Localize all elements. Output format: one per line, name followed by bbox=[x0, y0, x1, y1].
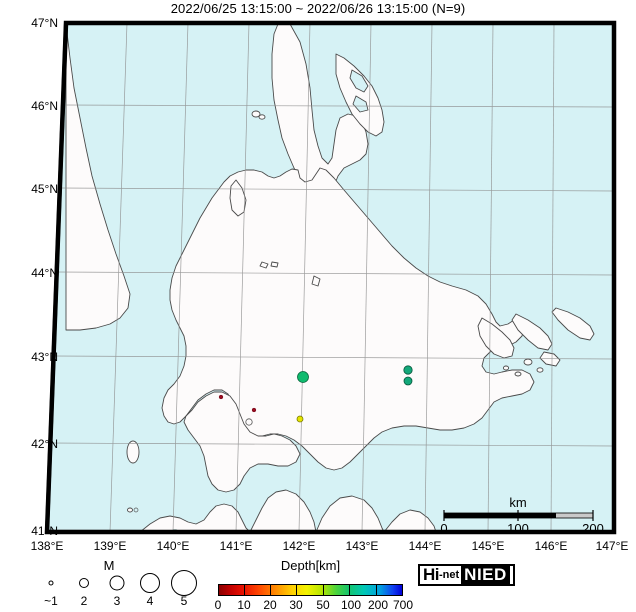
scale-bar-tick-0: 0 bbox=[440, 521, 448, 536]
map-body bbox=[47, 23, 614, 532]
map-frame-left bbox=[45, 22, 68, 533]
magnitude-label-4: 4 bbox=[146, 594, 154, 608]
epicenter-marker[interactable] bbox=[296, 415, 304, 423]
depth-tick-100 bbox=[349, 584, 350, 596]
land-okushiri-2 bbox=[126, 440, 140, 464]
depth-legend-title: Depth[km] bbox=[280, 558, 341, 573]
depth-label-100: 100 bbox=[340, 598, 362, 612]
land-oshima bbox=[183, 391, 301, 493]
lon-tick-139: 139°E bbox=[93, 539, 127, 553]
lon-tick-145: 145°E bbox=[471, 539, 505, 553]
land-sakhalin-east bbox=[335, 53, 385, 137]
land-islet-c bbox=[311, 275, 321, 287]
scale-bar-tick-200: 200 bbox=[582, 521, 604, 536]
coastlines bbox=[65, 23, 595, 532]
lon-tick-147: 147°E bbox=[595, 539, 629, 553]
land-sakhalin-west bbox=[65, 23, 131, 331]
lon-tick-144: 144°E bbox=[408, 539, 442, 553]
lon-tick-141: 141°E bbox=[219, 539, 253, 553]
lat-tick-46: 46°N bbox=[31, 99, 58, 113]
magnitude-label-1: ~1 bbox=[44, 594, 58, 608]
epicenter-marker[interactable] bbox=[218, 394, 224, 400]
magnitude-symbol-3 bbox=[109, 575, 125, 591]
lon-tick-143: 143°E bbox=[345, 539, 379, 553]
depth-label-700: 700 bbox=[392, 598, 414, 612]
longitude-axis: 138°E 139°E 140°E 141°E 142°E 143°E 144°… bbox=[0, 539, 636, 559]
magnitude-label-3: 3 bbox=[113, 594, 121, 608]
latitude-axis: 47°N 46°N 45°N 44°N 43°N 42°N 41°N bbox=[0, 16, 58, 553]
land-sakhalin bbox=[271, 23, 369, 199]
magnitude-symbol-2 bbox=[79, 578, 89, 588]
land-habomai-b bbox=[536, 367, 544, 373]
epicenter-marker[interactable] bbox=[133, 507, 139, 513]
land-islet-a bbox=[259, 261, 269, 269]
land-shiretoko bbox=[477, 317, 515, 359]
magnitude-legend: M ~1 2 3 4 5 bbox=[24, 558, 197, 608]
land-honshu-west bbox=[139, 503, 251, 532]
depth-label-200: 200 bbox=[367, 598, 389, 612]
land-habomai-c bbox=[514, 371, 522, 377]
depth-label-50: 50 bbox=[316, 598, 330, 612]
depth-tick-10 bbox=[244, 584, 245, 596]
page-title: 2022/06/25 13:15:00 ~ 2022/06/26 13:15:0… bbox=[170, 1, 466, 16]
land-lagoon-b bbox=[352, 95, 369, 113]
epicenter-marker[interactable] bbox=[297, 371, 309, 383]
lat-tick-41: 41°N bbox=[31, 524, 58, 538]
depth-tick-50 bbox=[323, 584, 324, 596]
lon-tick-142: 142°E bbox=[282, 539, 316, 553]
lat-tick-43: 43°N bbox=[31, 350, 58, 364]
magnitude-symbol-5 bbox=[171, 570, 197, 596]
lat-tick-45: 45°N bbox=[31, 182, 58, 196]
depth-label-10: 10 bbox=[237, 598, 251, 612]
logo-net-text: -net bbox=[439, 569, 460, 581]
land-islet-sw bbox=[127, 507, 133, 513]
epicenter-marker[interactable] bbox=[245, 418, 253, 426]
magnitude-symbol-1 bbox=[48, 580, 54, 586]
magnitude-symbol-4 bbox=[140, 573, 160, 593]
land-etorofu bbox=[551, 307, 595, 341]
depth-tick-700 bbox=[402, 584, 403, 596]
depth-label-20: 20 bbox=[263, 598, 277, 612]
depth-tick-200 bbox=[376, 584, 377, 596]
land-rebun bbox=[251, 110, 261, 118]
depth-tick-0 bbox=[218, 584, 219, 596]
scale-bar bbox=[443, 510, 594, 521]
lon-tick-146: 146°E bbox=[534, 539, 568, 553]
lon-tick-138: 138°E bbox=[30, 539, 64, 553]
land-lagoon-a bbox=[349, 69, 369, 93]
lat-tick-47: 47°N bbox=[31, 16, 58, 30]
land-habomai-d bbox=[502, 365, 510, 371]
map-canvas[interactable] bbox=[0, 18, 636, 553]
magnitude-label-5: 5 bbox=[180, 594, 188, 608]
lat-tick-42: 42°N bbox=[31, 437, 58, 451]
depth-tick-20 bbox=[270, 584, 271, 596]
depth-tick-30 bbox=[296, 584, 297, 596]
logo-hi-text: Hi bbox=[423, 565, 440, 584]
scale-bar-tick-100: 100 bbox=[507, 521, 529, 536]
scale-bar-unit: km bbox=[509, 495, 527, 510]
land-habomai-a bbox=[523, 358, 533, 366]
land-honshu-shimokita bbox=[315, 495, 385, 532]
magnitude-label-2: 2 bbox=[80, 594, 88, 608]
epicenter-marker[interactable] bbox=[251, 407, 257, 413]
epicenter-marker[interactable] bbox=[403, 376, 413, 386]
logo-nied-text: NIED bbox=[461, 565, 510, 585]
land-islet-b bbox=[270, 261, 279, 268]
seismicity-map[interactable]: km 0 100 200 47°N 46°N 45°N 44°N 43°N 42… bbox=[0, 16, 636, 553]
depth-label-30: 30 bbox=[289, 598, 303, 612]
land-kunashiri bbox=[511, 313, 553, 351]
land-rishiri bbox=[258, 114, 266, 120]
lon-tick-140: 140°E bbox=[156, 539, 190, 553]
epicenter-marker[interactable] bbox=[403, 365, 413, 375]
lat-tick-44: 44°N bbox=[31, 266, 58, 280]
depth-legend: Depth[km] 0 10 20 30 50 100 200 700 bbox=[213, 558, 413, 612]
magnitude-legend-title: M bbox=[103, 558, 115, 573]
hinet-nied-logo[interactable]: Hi -net NIED bbox=[418, 564, 515, 586]
depth-label-0: 0 bbox=[214, 598, 222, 612]
